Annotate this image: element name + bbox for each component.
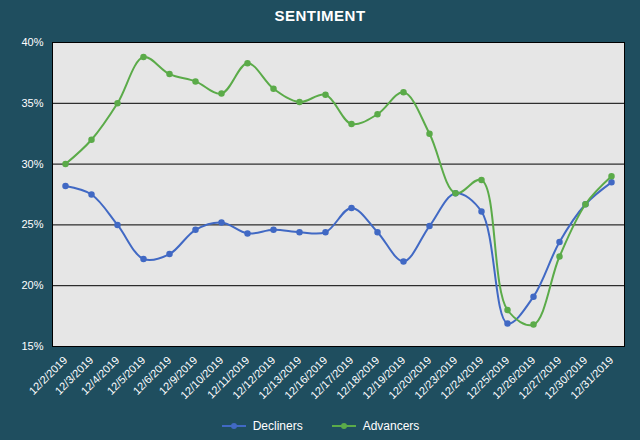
svg-text:12/25/2019: 12/25/2019 xyxy=(464,353,512,402)
svg-text:12/18/2019: 12/18/2019 xyxy=(334,353,382,402)
svg-text:12/10/2019: 12/10/2019 xyxy=(178,353,226,402)
svg-text:12/3/2019: 12/3/2019 xyxy=(52,353,96,397)
svg-text:12/23/2019: 12/23/2019 xyxy=(412,353,460,402)
svg-text:12/26/2019: 12/26/2019 xyxy=(490,353,538,402)
svg-text:12/9/2019: 12/9/2019 xyxy=(156,353,200,397)
svg-text:12/4/2019: 12/4/2019 xyxy=(78,353,122,397)
svg-text:12/17/2019: 12/17/2019 xyxy=(308,353,356,402)
svg-text:15%: 15% xyxy=(21,340,43,352)
svg-text:12/12/2019: 12/12/2019 xyxy=(230,353,278,402)
svg-text:12/13/2019: 12/13/2019 xyxy=(256,353,304,402)
svg-text:12/5/2019: 12/5/2019 xyxy=(104,353,148,397)
svg-text:12/6/2019: 12/6/2019 xyxy=(130,353,174,397)
html-text:SENTIMENT: SENTIMENT xyxy=(274,7,366,24)
svg-text:20%: 20% xyxy=(21,279,43,291)
svg-text:12/30/2019: 12/30/2019 xyxy=(542,353,590,402)
svg-text:40%: 40% xyxy=(21,36,43,48)
svg-text:12/31/2019: 12/31/2019 xyxy=(568,354,615,401)
svg-text:12/2/2019: 12/2/2019 xyxy=(26,353,70,397)
svg-text:12/19/2019: 12/19/2019 xyxy=(360,353,408,402)
html-text:Decliners: Decliners xyxy=(252,419,303,433)
svg-text:12/27/2019: 12/27/2019 xyxy=(516,353,564,402)
svg-text:12/11/2019: 12/11/2019 xyxy=(204,353,252,401)
svg-text:12/16/2019: 12/16/2019 xyxy=(282,353,330,402)
svg-text:12/20/2019: 12/20/2019 xyxy=(386,353,434,402)
svg-text:25%: 25% xyxy=(21,218,43,230)
html-text:Advancers: Advancers xyxy=(362,419,420,433)
svg-text:30%: 30% xyxy=(21,158,43,170)
svg-text:12/24/2019: 12/24/2019 xyxy=(438,353,486,402)
svg-text:35%: 35% xyxy=(21,97,43,109)
